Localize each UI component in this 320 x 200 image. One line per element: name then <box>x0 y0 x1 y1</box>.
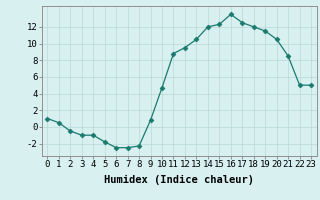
X-axis label: Humidex (Indice chaleur): Humidex (Indice chaleur) <box>104 175 254 185</box>
